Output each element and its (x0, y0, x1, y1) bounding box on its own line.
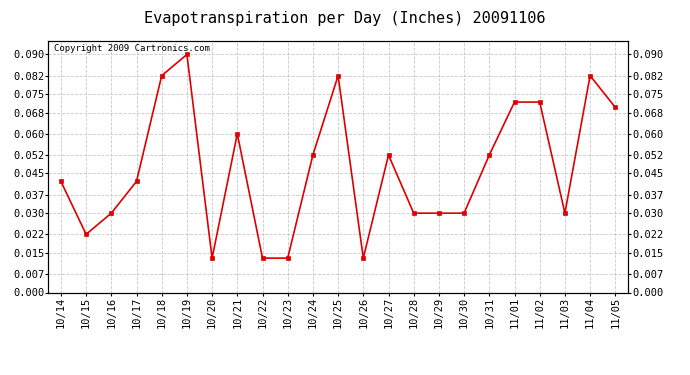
Text: Copyright 2009 Cartronics.com: Copyright 2009 Cartronics.com (54, 44, 210, 53)
Text: Evapotranspiration per Day (Inches) 20091106: Evapotranspiration per Day (Inches) 2009… (144, 11, 546, 26)
